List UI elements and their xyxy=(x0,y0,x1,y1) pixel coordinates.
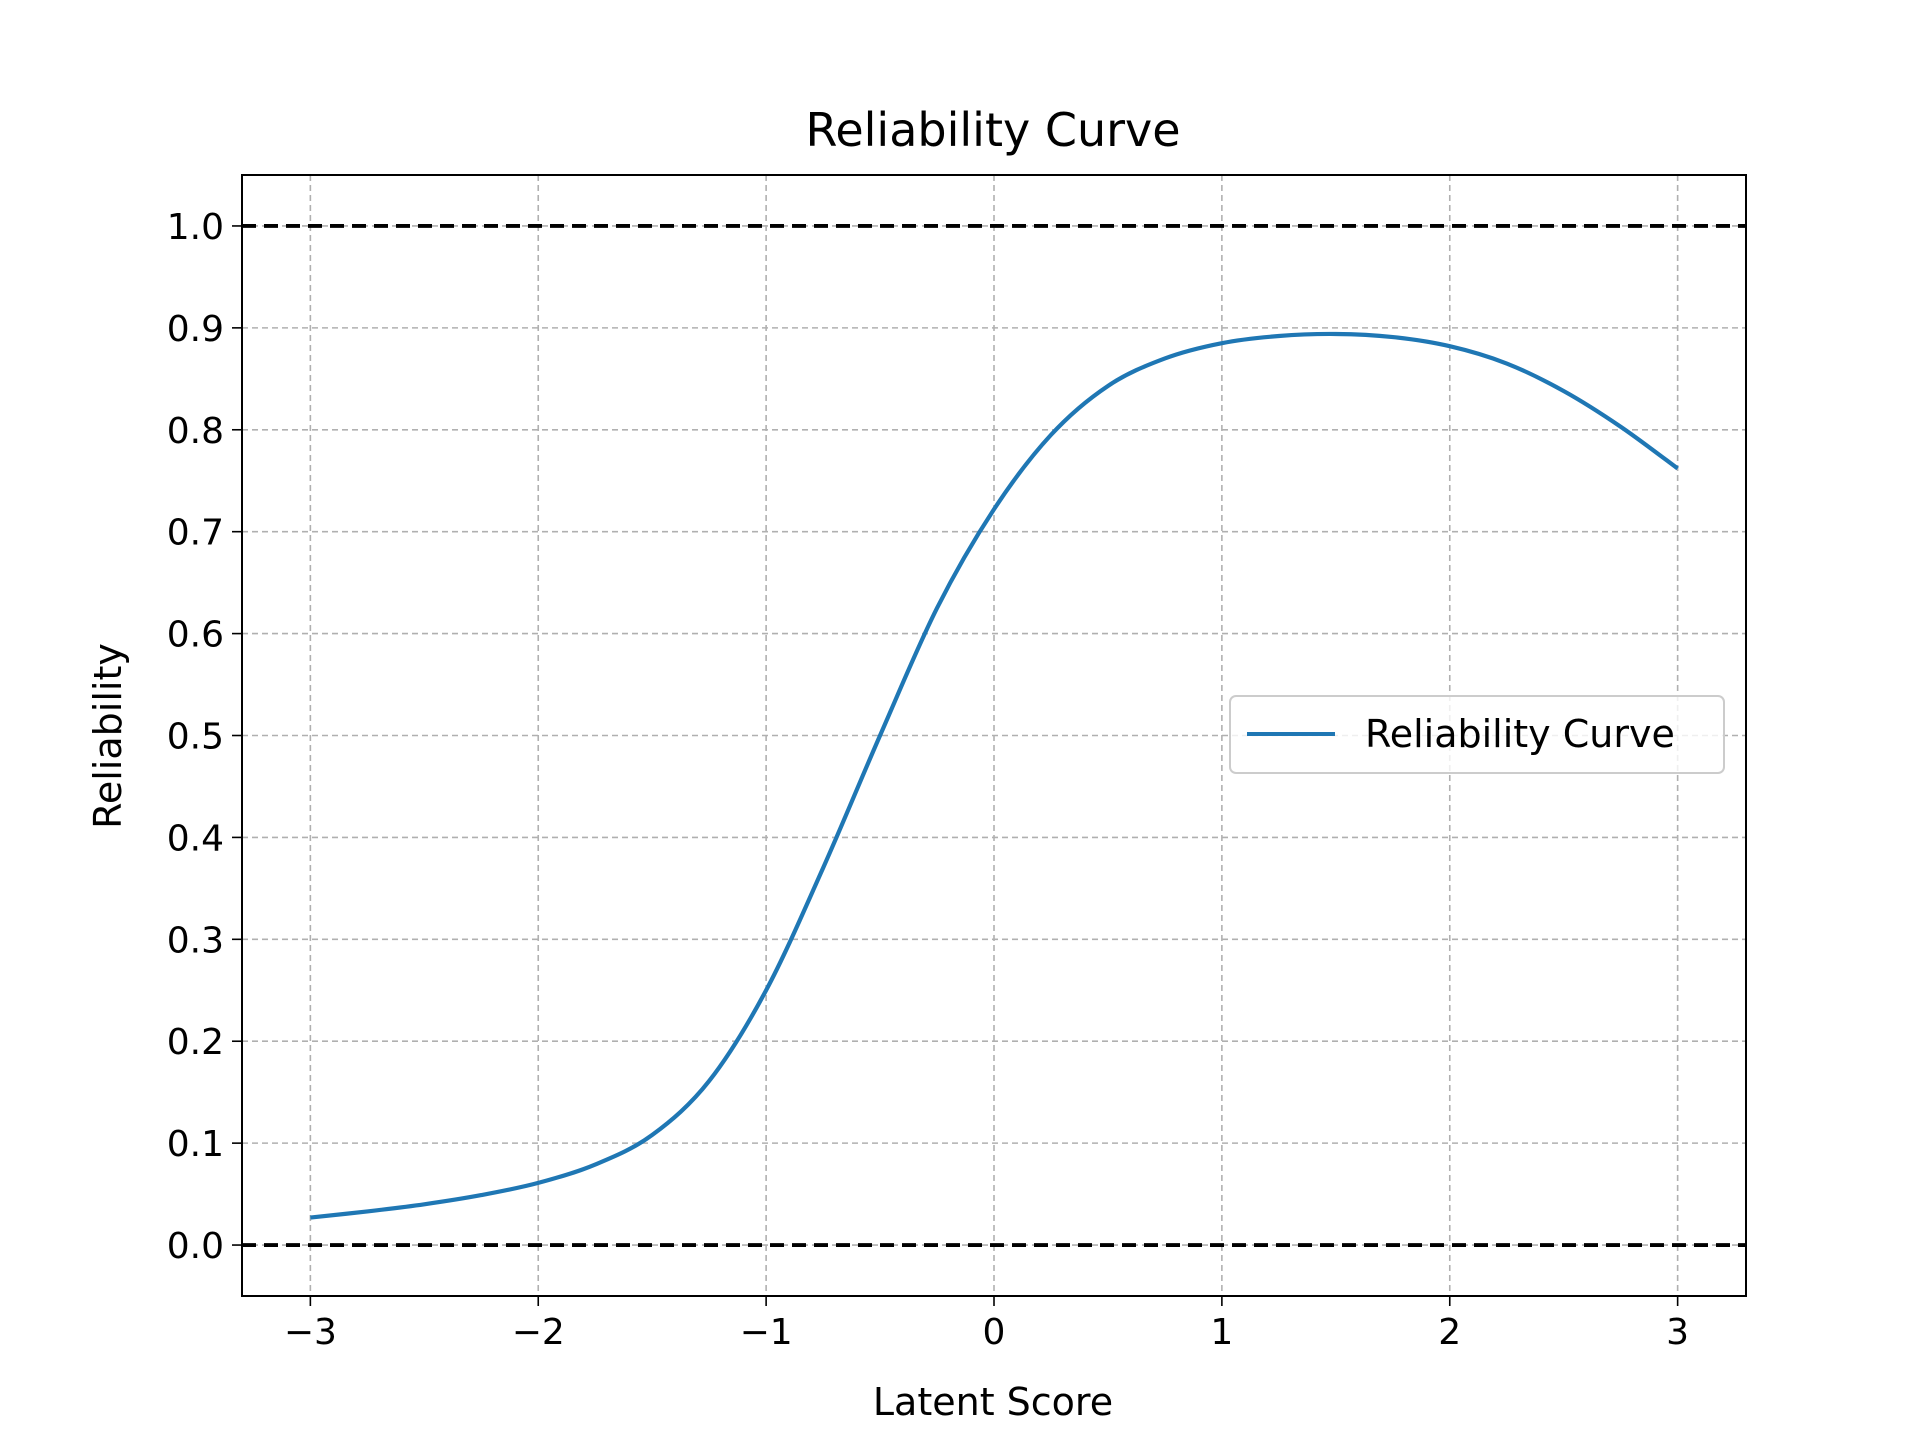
legend-label: Reliability Curve xyxy=(1365,712,1675,756)
legend: Reliability Curve xyxy=(1229,695,1725,774)
chart-title: Reliability Curve xyxy=(805,103,1180,157)
x-axis-ticks: −3 −2 −1 0 1 2 3 xyxy=(284,1296,1689,1353)
x-tick-label: 1 xyxy=(1210,1312,1233,1353)
y-tick-label: 0.4 xyxy=(167,818,224,859)
y-tick-label: 1.0 xyxy=(167,207,224,248)
series-line-reliability-curve xyxy=(310,331,1679,1220)
series-layer xyxy=(310,331,1679,1220)
x-tick-label: −3 xyxy=(284,1312,337,1353)
x-tick-label: −2 xyxy=(512,1312,565,1353)
x-axis-label: Latent Score xyxy=(873,1380,1113,1424)
y-tick-label: 0.1 xyxy=(167,1124,224,1165)
y-tick-label: 0.7 xyxy=(167,513,224,554)
y-axis-ticks: 0.0 0.1 0.2 0.3 0.4 0.5 0.6 0.7 0.8 0.9 1.0 xyxy=(167,207,242,1267)
y-axis-label: Reliability xyxy=(86,643,130,829)
reference-lines xyxy=(242,224,1746,1247)
y-tick-label: 0.9 xyxy=(167,309,224,350)
x-tick-label: −1 xyxy=(740,1312,793,1353)
x-tick-label: 0 xyxy=(983,1312,1006,1353)
y-tick-label: 0.2 xyxy=(167,1022,224,1063)
x-tick-label: 2 xyxy=(1438,1312,1461,1353)
y-tick-label: 0.3 xyxy=(167,920,224,961)
y-tick-label: 0.6 xyxy=(167,615,224,656)
x-tick-label: 3 xyxy=(1666,1312,1689,1353)
legend-box xyxy=(1229,695,1725,774)
y-tick-label: 0.8 xyxy=(167,411,224,452)
y-tick-label: 0.0 xyxy=(167,1226,224,1267)
y-tick-label: 0.5 xyxy=(167,717,224,758)
